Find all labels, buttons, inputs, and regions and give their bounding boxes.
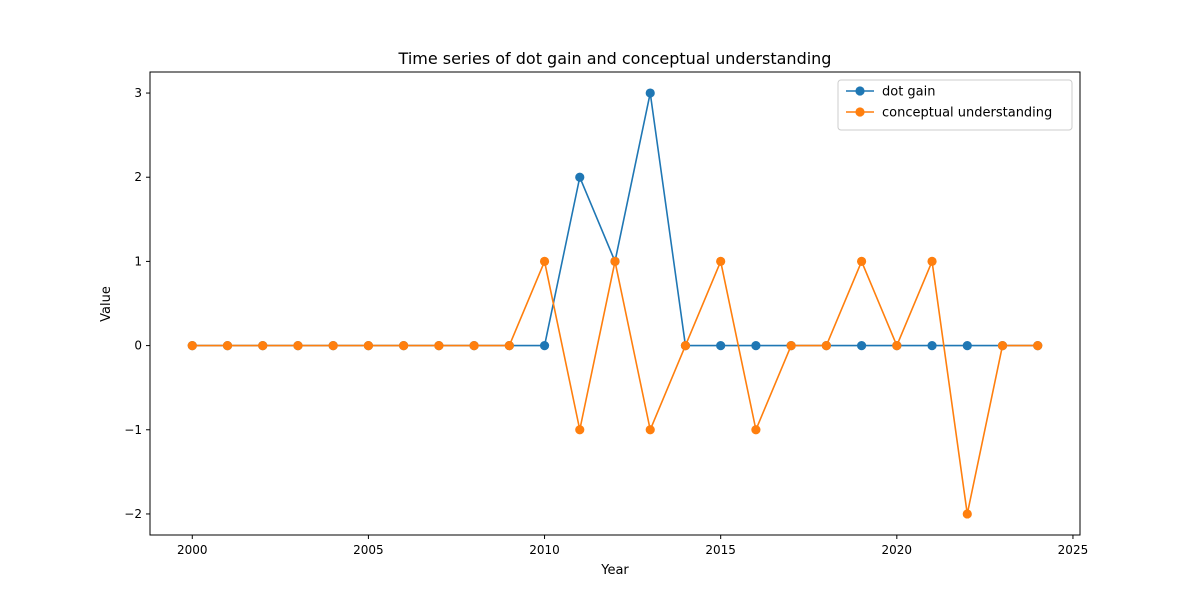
series-2-point (892, 340, 902, 351)
series-2-point (962, 509, 972, 519)
series-1-point (927, 340, 937, 351)
legend-swatch-marker (855, 107, 865, 117)
series-line-1 (192, 92, 1038, 347)
series-2-point (997, 340, 1008, 351)
series-2-point (856, 256, 867, 267)
series-2-point (293, 340, 303, 351)
y-tick-label: 0 (134, 339, 142, 353)
x-tick-label: 2015 (705, 543, 736, 557)
series-1-point (575, 172, 585, 182)
series-2-point (363, 340, 374, 351)
series-1-point (751, 340, 761, 351)
x-tick-label: 2025 (1058, 543, 1089, 557)
chart-title: Time series of dot gain and conceptual u… (398, 49, 832, 68)
series-2-point (539, 256, 550, 267)
series-2-point (1033, 340, 1043, 351)
series-2-point (680, 340, 691, 351)
series-2-point (258, 340, 268, 351)
legend-swatch-marker (855, 86, 865, 96)
y-tick-label: −2 (124, 507, 142, 521)
series-2-point (187, 340, 197, 351)
legend-label: conceptual understanding (882, 106, 1052, 121)
x-tick-label: 2000 (177, 543, 208, 557)
series-line-2 (192, 260, 1038, 515)
series-2-point (222, 340, 233, 351)
y-tick-label: 1 (134, 254, 142, 268)
series-2-point (786, 340, 796, 351)
x-tick-label: 2020 (882, 543, 913, 557)
series-2-point (575, 425, 585, 435)
series-2-point (399, 340, 409, 351)
series-2-point (927, 256, 937, 267)
plot-frame (149, 71, 1081, 536)
series-1-point (962, 340, 972, 351)
x-tick-label: 2010 (529, 543, 560, 557)
series-1-point (645, 88, 655, 98)
series-2-point (751, 425, 761, 435)
y-axis-label: Value (99, 286, 114, 322)
series-2-point (328, 340, 338, 351)
series-2-point (645, 425, 655, 435)
series-1-point (716, 340, 726, 351)
legend-box (837, 79, 1073, 131)
series-2-point (610, 256, 620, 267)
plot-area: 2000 2005 2010 2015 2020 2025 −2 −1 0 1 2 3 (124, 71, 1089, 557)
legend-label: dot gain (882, 85, 936, 100)
x-tick-label: 2005 (353, 543, 384, 557)
series-1-point (856, 340, 867, 351)
series-1-point (539, 340, 550, 351)
y-tick-label: 3 (134, 86, 142, 100)
x-axis-label: Year (600, 563, 629, 578)
y-tick-label: −1 (124, 423, 142, 437)
series-2-point (434, 340, 444, 351)
series-2-point (716, 256, 726, 267)
series-2-point (821, 340, 831, 351)
series-2-point (504, 340, 514, 351)
series-2-point (469, 340, 479, 351)
legend: dot gain conceptual understanding (837, 79, 1073, 131)
y-tick-label: 2 (134, 170, 142, 184)
